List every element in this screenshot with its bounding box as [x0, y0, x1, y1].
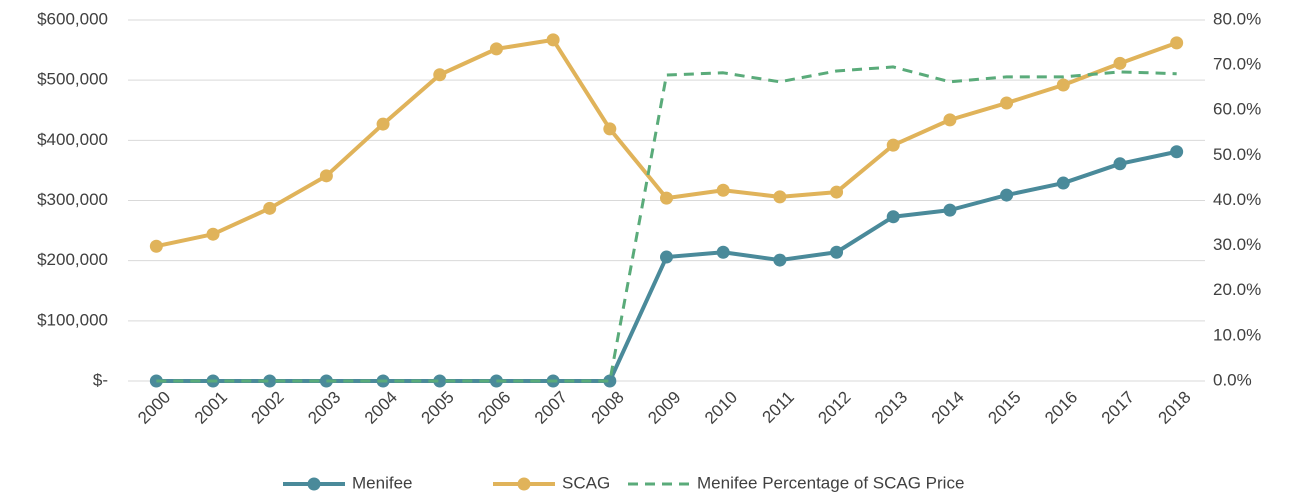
legend-marker — [307, 477, 321, 491]
point — [263, 201, 277, 215]
point — [433, 374, 447, 388]
y2-tick-label: 80.0% — [1213, 9, 1261, 28]
point — [149, 239, 163, 253]
legend-marker — [517, 477, 531, 491]
legend-label: SCAG — [562, 473, 610, 492]
y2-tick-label: 10.0% — [1213, 325, 1261, 344]
point — [943, 203, 957, 217]
point — [660, 191, 673, 205]
x-tick-label: 2008 — [588, 388, 628, 428]
x-tick-label: 2015 — [984, 388, 1024, 428]
x-tick-label: 2007 — [531, 388, 571, 428]
point — [830, 185, 844, 199]
x-tick-label: 2016 — [1041, 388, 1081, 428]
point — [773, 190, 787, 204]
x-tick-label: 2000 — [134, 388, 174, 428]
x-tick-label: 2013 — [871, 388, 911, 428]
x-tick-label: 2001 — [191, 388, 231, 428]
point — [546, 33, 560, 47]
y2-tick-label: 30.0% — [1213, 235, 1261, 254]
point — [716, 245, 730, 259]
point — [716, 183, 730, 197]
point — [376, 117, 390, 131]
series-line — [155, 37, 1178, 249]
x-tick-label: 2004 — [361, 388, 401, 428]
y-tick-label: $500,000 — [37, 70, 108, 89]
y-tick-label: $300,000 — [37, 190, 108, 209]
point — [603, 122, 617, 136]
y2-tick-label: 60.0% — [1213, 100, 1261, 119]
x-tick-label: 2017 — [1098, 388, 1138, 428]
x-tick-label: 2006 — [474, 388, 514, 428]
x-tick-label: 2011 — [759, 388, 798, 427]
y2-tick-label: 70.0% — [1213, 55, 1261, 74]
x-tick-label: 2009 — [644, 388, 684, 428]
x-tick-label: 2018 — [1154, 388, 1194, 428]
point — [886, 138, 900, 152]
x-tick-label: 2005 — [418, 388, 458, 428]
y-tick-label: $400,000 — [37, 130, 108, 149]
point — [1113, 56, 1127, 70]
y-tick-label: $- — [93, 370, 108, 389]
y-tick-label: $600,000 — [37, 9, 108, 28]
point — [263, 374, 277, 388]
point — [489, 42, 503, 56]
point — [1056, 176, 1070, 190]
y2-tick-label: 0.0% — [1213, 370, 1252, 389]
point — [1113, 157, 1127, 171]
y2-tick-label: 20.0% — [1213, 280, 1261, 299]
point — [886, 210, 900, 224]
point — [206, 227, 220, 241]
point — [1000, 96, 1014, 110]
y-tick-label: $200,000 — [37, 250, 108, 269]
point — [1056, 78, 1070, 92]
point — [1170, 145, 1184, 159]
legend-label: Menifee Percentage of SCAG Price — [697, 473, 964, 492]
legend-label: Menifee — [352, 473, 412, 492]
point — [943, 113, 957, 127]
y2-tick-label: 50.0% — [1213, 145, 1261, 164]
point — [433, 68, 447, 82]
y-tick-label: $100,000 — [37, 310, 108, 329]
point — [773, 253, 787, 267]
x-tick-label: 2002 — [248, 388, 288, 428]
point — [603, 374, 617, 388]
x-tick-label: 2010 — [701, 388, 741, 428]
series-line — [156, 65, 1177, 383]
y2-tick-label: 40.0% — [1213, 190, 1261, 209]
point — [1170, 36, 1184, 50]
point — [319, 169, 333, 183]
x-tick-label: 2012 — [814, 388, 854, 428]
point — [830, 245, 844, 259]
point — [1000, 188, 1014, 202]
x-tick-label: 2014 — [928, 388, 968, 428]
x-tick-label: 2003 — [304, 388, 344, 428]
point — [660, 250, 673, 264]
